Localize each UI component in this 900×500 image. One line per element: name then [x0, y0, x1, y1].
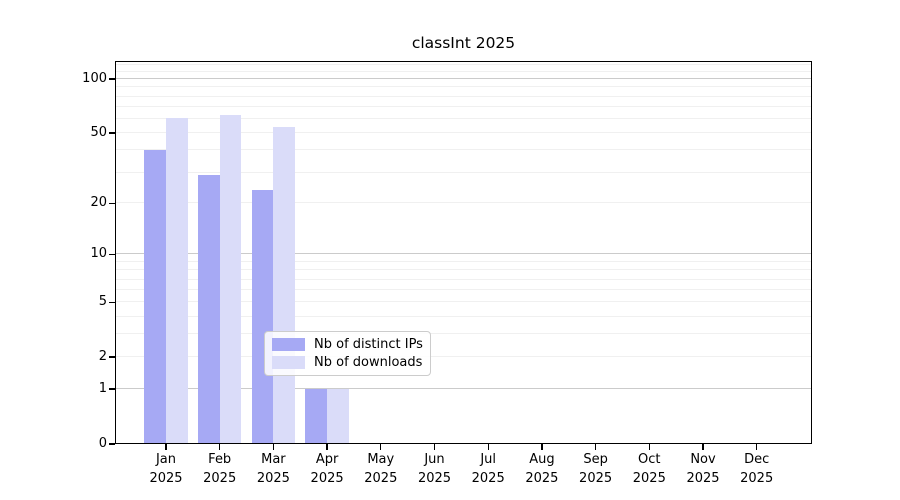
grid-line-minor	[115, 260, 812, 262]
grid-line-minor	[115, 105, 812, 107]
x-tick-mark	[326, 444, 328, 450]
bar-nb-of-distinct-ips	[197, 175, 220, 444]
bar-nb-of-downloads	[166, 117, 188, 444]
y-tick-mark	[109, 443, 115, 445]
grid-line-minor	[115, 63, 812, 65]
x-tick-label: Jan 2025	[149, 452, 183, 486]
grid-line-minor	[115, 301, 812, 303]
y-tick-mark	[109, 132, 115, 134]
x-tick-label: Dec 2025	[740, 452, 774, 486]
y-tick-label: 100	[82, 71, 107, 87]
x-tick-mark	[487, 444, 489, 450]
bar-nb-of-downloads	[327, 389, 349, 444]
x-tick-mark	[272, 444, 275, 450]
y-tick-label: 1	[98, 381, 107, 397]
x-tick-mark	[165, 444, 167, 450]
x-tick-label: Jun 2025	[417, 452, 452, 486]
x-tick-label: Mar 2025	[256, 452, 290, 486]
y-tick-label: 10	[90, 246, 107, 262]
y-tick-label: 50	[90, 125, 107, 141]
y-tick-mark	[109, 388, 115, 390]
y-tick-label: 5	[98, 294, 107, 310]
y-tick-mark	[109, 356, 115, 358]
legend-label: Nb of distinct IPs	[314, 337, 423, 353]
legend-label: Nb of downloads	[314, 354, 423, 370]
x-tick-label: Feb 2025	[203, 452, 237, 486]
bar-nb-of-downloads	[219, 115, 242, 444]
legend-item: Nb of downloads	[272, 354, 422, 372]
bar-nb-of-downloads	[273, 127, 296, 444]
grid-line-minor	[115, 149, 812, 151]
grid-line-minor	[115, 202, 812, 204]
x-tick-label: Nov 2025	[686, 452, 720, 486]
plot-area	[115, 61, 812, 444]
legend-swatch	[272, 338, 305, 352]
x-tick-label: Aug 2025	[525, 452, 559, 486]
x-tick-mark	[433, 444, 436, 450]
x-tick-label: Sep 2025	[579, 452, 613, 486]
grid-line-minor	[115, 278, 812, 280]
grid-line-minor	[115, 356, 812, 358]
x-tick-mark	[702, 444, 704, 450]
x-tick-label: Oct 2025	[632, 452, 666, 486]
grid-line-minor	[115, 70, 812, 72]
legend-item: Nb of distinct IPs	[272, 336, 423, 354]
bar-nb-of-distinct-ips	[251, 189, 274, 444]
x-tick-mark	[380, 444, 382, 450]
y-tick-label: 2	[98, 349, 107, 365]
grid-line-minor	[115, 171, 812, 173]
grid-line-minor	[115, 315, 812, 317]
grid-line-minor	[115, 289, 812, 291]
grid-line-major	[115, 253, 812, 255]
x-tick-label: May 2025	[364, 452, 398, 486]
y-tick-mark	[109, 253, 115, 256]
grid-line-minor	[115, 95, 812, 97]
legend-swatch	[272, 355, 305, 369]
x-tick-mark	[648, 444, 650, 450]
y-tick-mark	[109, 202, 115, 204]
chart-title: classInt 2025	[411, 34, 516, 52]
grid-line-minor	[115, 117, 812, 119]
grid-line-minor	[115, 269, 812, 271]
x-tick-mark	[541, 444, 543, 450]
x-tick-mark	[219, 444, 221, 450]
y-tick-mark	[109, 301, 115, 304]
x-tick-label: Apr 2025	[310, 452, 344, 486]
bar-nb-of-distinct-ips	[305, 389, 328, 444]
x-tick-mark	[594, 444, 597, 450]
grid-line-minor	[115, 333, 812, 335]
legend: Nb of distinct IPs Nb of downloads	[264, 331, 431, 376]
x-tick-mark	[756, 444, 758, 450]
bar-nb-of-distinct-ips	[144, 150, 166, 444]
grid-line-minor	[115, 86, 812, 88]
x-tick-label: Jul 2025	[471, 452, 505, 486]
y-tick-mark	[109, 78, 115, 80]
grid-line-major	[115, 78, 812, 80]
y-tick-label: 0	[98, 436, 107, 451]
grid-line-minor	[115, 132, 812, 134]
grid-line-major	[115, 388, 812, 390]
y-tick-label: 20	[90, 195, 107, 211]
